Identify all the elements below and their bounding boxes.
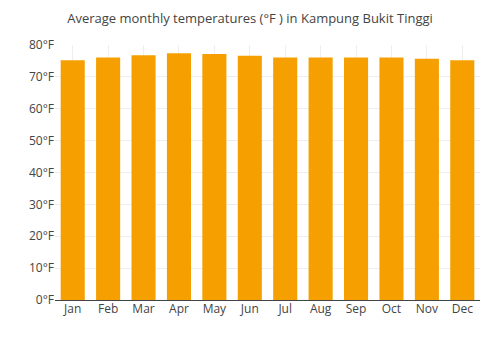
svg-text:Apr: Apr — [169, 300, 189, 317]
svg-text:60°F: 60°F — [29, 100, 54, 117]
svg-text:Jul: Jul — [277, 300, 292, 317]
svg-text:10°F: 10°F — [29, 259, 54, 276]
svg-text:0°F: 0°F — [36, 291, 54, 308]
svg-text:80°F: 80°F — [29, 36, 54, 53]
svg-text:40°F: 40°F — [29, 164, 54, 181]
svg-text:Feb: Feb — [98, 300, 118, 317]
svg-text:Mar: Mar — [132, 300, 154, 317]
svg-text:Dec: Dec — [452, 300, 473, 317]
svg-text:20°F: 20°F — [29, 227, 54, 244]
svg-text:70°F: 70°F — [29, 68, 54, 85]
svg-text:Jan: Jan — [63, 300, 81, 317]
svg-text:Aug: Aug — [310, 300, 332, 317]
svg-text:Sep: Sep — [346, 300, 367, 317]
svg-text:Average monthly temperatures (: Average monthly temperatures (°F ) in Ka… — [67, 9, 433, 27]
svg-text:Oct: Oct — [382, 300, 401, 317]
svg-text:30°F: 30°F — [29, 196, 54, 213]
svg-text:Nov: Nov — [416, 300, 438, 317]
svg-text:50°F: 50°F — [29, 132, 54, 149]
svg-text:May: May — [203, 300, 227, 317]
svg-text:Jun: Jun — [240, 300, 259, 317]
